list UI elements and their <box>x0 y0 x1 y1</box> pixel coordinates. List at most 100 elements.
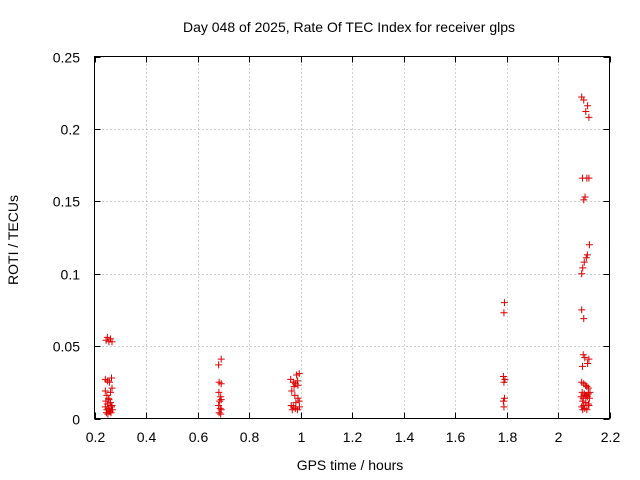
data-point <box>578 403 586 411</box>
data-point <box>293 377 301 385</box>
data-point <box>291 391 299 399</box>
x-tick-label: 1.6 <box>446 429 466 445</box>
data-point <box>101 403 109 411</box>
data-point <box>579 264 587 272</box>
data-point <box>583 251 591 259</box>
data-point <box>288 387 296 395</box>
data-point <box>579 397 587 405</box>
x-tick-label: 0.4 <box>137 429 157 445</box>
data-point <box>107 409 115 417</box>
data-point <box>500 403 508 411</box>
data-point <box>499 397 507 405</box>
data-point <box>295 403 303 411</box>
x-tick-label: 0.6 <box>189 429 209 445</box>
y-axis-label: ROTI / TECUs <box>5 195 21 285</box>
data-point <box>586 388 594 396</box>
data-point <box>107 374 115 382</box>
data-point <box>106 399 114 407</box>
data-point <box>500 394 508 402</box>
data-point <box>584 390 592 398</box>
data-point <box>216 397 224 405</box>
data-point <box>578 270 586 278</box>
data-point <box>216 404 224 412</box>
data-point <box>578 362 586 370</box>
data-point <box>217 396 225 404</box>
data-point <box>294 381 302 389</box>
data-point <box>584 102 592 110</box>
x-tick-label: 1.2 <box>343 429 363 445</box>
x-tick-label: 0.2 <box>86 429 106 445</box>
data-point <box>585 401 593 409</box>
data-point <box>584 359 592 367</box>
x-tick-label: 2.2 <box>601 429 621 445</box>
data-point <box>581 354 589 362</box>
data-point <box>105 407 113 415</box>
data-point <box>295 370 303 378</box>
y-tick-label: 0.2 <box>61 122 81 138</box>
data-point <box>582 254 590 262</box>
data-point <box>580 196 588 204</box>
data-point <box>105 396 113 404</box>
data-point <box>580 96 588 104</box>
data-point <box>585 241 593 249</box>
data-point <box>109 406 117 414</box>
data-point <box>500 378 508 386</box>
data-point <box>499 373 507 381</box>
data-point <box>290 383 298 391</box>
x-tick-label: 1 <box>298 429 306 445</box>
data-point <box>580 315 588 323</box>
chart-title: Day 048 of 2025, Rate Of TEC Index for r… <box>183 19 515 35</box>
data-point <box>217 380 225 388</box>
data-point <box>104 410 112 418</box>
y-tick-label: 0 <box>72 412 80 428</box>
data-point <box>579 406 587 414</box>
data-point <box>583 383 591 391</box>
data-point <box>104 404 112 412</box>
x-tick-label: 2 <box>555 429 563 445</box>
data-point <box>103 333 111 341</box>
axis-ticks <box>94 56 611 420</box>
data-point <box>105 378 113 386</box>
x-tick-label: 0.8 <box>240 429 260 445</box>
data-point <box>101 387 109 395</box>
y-tick-label: 0.1 <box>61 267 81 283</box>
data-point <box>108 401 116 409</box>
data-point <box>108 338 116 346</box>
data-point <box>106 388 114 396</box>
data-point <box>501 375 509 383</box>
data-point <box>580 258 588 266</box>
data-point <box>585 174 593 182</box>
x-tick-label: 1.4 <box>395 429 415 445</box>
x-tick-labels: 0.2 0.4 0.6 0.8 1 1.2 1.4 1.6 1.8 2 2.2 <box>86 429 621 445</box>
x-tick-label: 1.8 <box>498 429 518 445</box>
data-point <box>215 401 223 409</box>
data-point <box>215 409 223 417</box>
data-point <box>215 361 223 369</box>
data-point <box>102 397 110 405</box>
data-points <box>101 93 594 418</box>
y-tick-labels: 0 0.05 0.1 0.15 0.2 0.25 <box>53 50 80 428</box>
data-point <box>584 400 592 408</box>
data-point <box>500 309 508 317</box>
x-axis-label: GPS time / hours <box>297 457 404 473</box>
data-point <box>292 399 300 407</box>
plot-frame <box>94 56 610 419</box>
data-point <box>108 384 116 392</box>
data-point <box>582 108 590 116</box>
y-tick-label: 0.15 <box>53 194 80 210</box>
data-point <box>581 193 589 201</box>
data-point <box>217 393 225 401</box>
data-point <box>217 355 225 363</box>
data-point <box>107 403 115 411</box>
data-point <box>585 355 593 363</box>
grid-lines <box>94 56 610 419</box>
y-tick-label: 0.25 <box>53 50 80 66</box>
data-point <box>579 351 587 359</box>
data-point <box>294 394 302 402</box>
data-point <box>500 299 508 307</box>
data-point <box>585 394 593 402</box>
data-point <box>215 388 223 396</box>
data-point <box>578 306 586 314</box>
data-point <box>288 406 296 414</box>
